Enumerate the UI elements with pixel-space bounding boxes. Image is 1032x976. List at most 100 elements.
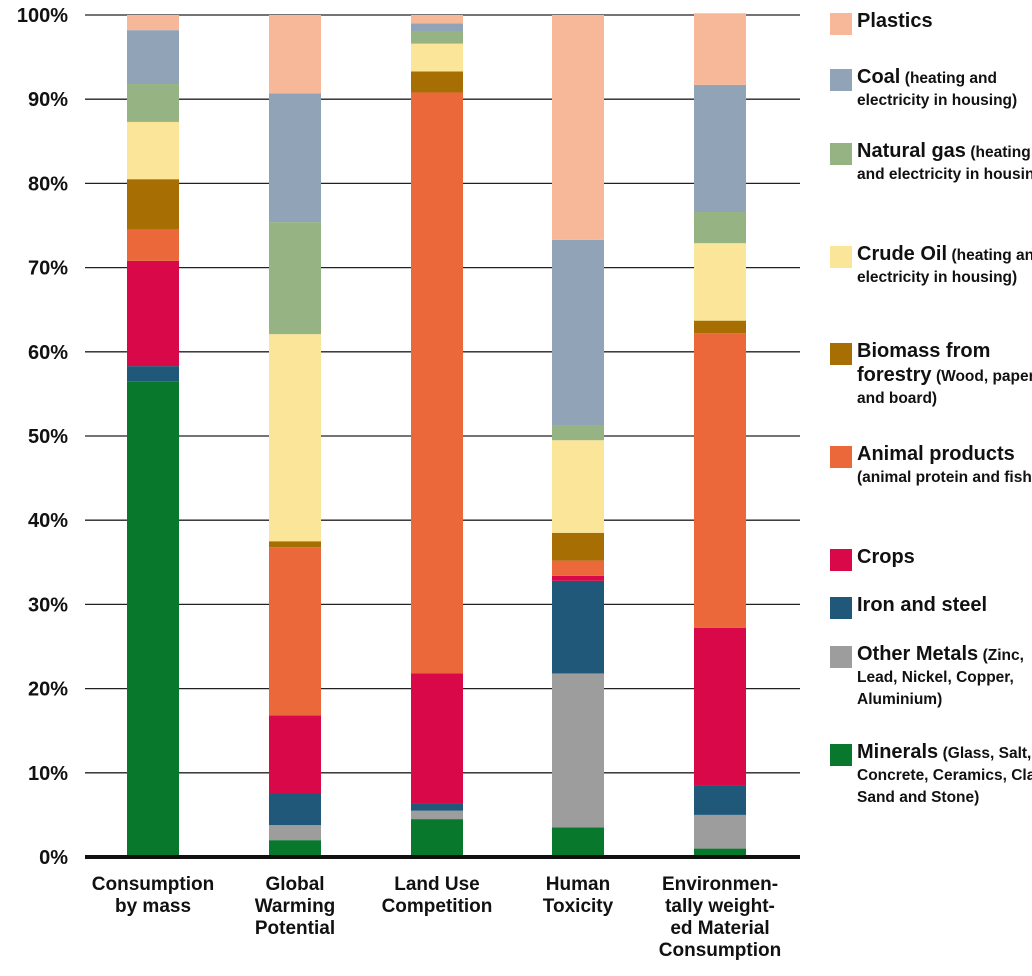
- bar-segment: [411, 23, 463, 31]
- bar-segment: [269, 840, 321, 857]
- bar-segment: [269, 222, 321, 335]
- legend-name: Animal products: [857, 443, 1015, 465]
- bar-segment: [552, 575, 604, 581]
- legend-item: Iron and steel: [830, 594, 1032, 619]
- legend-name: Other Metals: [857, 643, 979, 665]
- x-category-label-line: Land Use: [394, 874, 480, 895]
- x-category-label-line: Consumption: [659, 940, 781, 961]
- legend-description: (Zinc, Lead, Nickel, Copper, Aluminium): [857, 647, 1024, 708]
- legend-name: Crops: [857, 546, 915, 568]
- bar-stack: [552, 15, 604, 857]
- bar-segment: [127, 229, 179, 261]
- bar-segment: [552, 15, 604, 240]
- legend-swatch: [830, 597, 852, 619]
- legend-text: Natural gas (heating and electricity in …: [857, 140, 1032, 186]
- legend-name: Crude Oil: [857, 243, 948, 265]
- bar-segment: [127, 84, 179, 122]
- bar-segment: [411, 71, 463, 93]
- legend-description: (heating and electricity in housing): [857, 70, 1018, 109]
- legend-description: (Glass, Salt, Concrete, Ceramics, Clay, …: [857, 745, 1032, 806]
- legend-swatch: [830, 343, 852, 365]
- legend-name: Natural gas: [857, 140, 966, 162]
- bar-segment: [694, 13, 746, 85]
- legend-item: Other Metals (Zinc, Lead, Nickel, Copper…: [830, 643, 1032, 711]
- bar-segment: [127, 179, 179, 230]
- x-category-label: Consumption by mass: [92, 874, 214, 917]
- x-category-label-line: by mass: [115, 896, 191, 917]
- legend-swatch: [830, 13, 852, 35]
- stacked-bar-chart: 0% 10% 20% 30% 40% 50% 60% 70% 80% 90% 100% Consum…: [17, 5, 800, 961]
- bar-segment: [552, 532, 604, 561]
- bar-segment: [411, 673, 463, 804]
- legend-text: Other Metals (Zinc, Lead, Nickel, Copper…: [857, 643, 1032, 711]
- legend-swatch: [830, 246, 852, 268]
- y-tick-label: 40%: [28, 510, 68, 532]
- y-tick-label: 60%: [28, 342, 68, 364]
- bar-segment: [411, 803, 463, 811]
- x-category-label-line: Competition: [382, 896, 493, 917]
- bar-segment: [127, 30, 179, 85]
- y-tick-label: 100%: [17, 5, 68, 27]
- legend-swatch: [830, 744, 852, 766]
- bar-stack: [269, 15, 321, 857]
- legend-text: Coal (heating and electricity in housing…: [857, 66, 1032, 112]
- x-category-label: Human Toxicity: [543, 874, 614, 917]
- bar-segment: [127, 15, 179, 31]
- bar-segment: [552, 425, 604, 441]
- bar-segment: [269, 541, 321, 548]
- x-category-label: Environmen-tally weight-ed Material Consu…: [659, 874, 781, 961]
- y-tick-label: 90%: [28, 89, 68, 111]
- bar-segment: [127, 260, 179, 367]
- bars: [127, 13, 746, 857]
- bar-segment: [694, 627, 746, 786]
- x-category-label-line: Toxicity: [543, 896, 614, 917]
- bar-segment: [269, 825, 321, 841]
- bar-segment: [411, 92, 463, 674]
- bar-segment: [269, 93, 321, 223]
- bar-segment: [694, 848, 746, 857]
- bar-segment: [552, 560, 604, 576]
- bar-segment: [694, 84, 746, 213]
- legend-name: Plastics: [857, 10, 933, 32]
- y-tick-label: 50%: [28, 426, 68, 448]
- x-category-label-line: ed Material: [670, 918, 769, 939]
- bar-segment: [552, 440, 604, 533]
- legend-description: (heating and electricity in housing): [857, 144, 1032, 183]
- legend-text: Plastics: [857, 10, 1032, 34]
- y-tick-label: 80%: [28, 173, 68, 195]
- x-category-label-line: Human: [546, 874, 610, 895]
- bar-segment: [127, 366, 179, 382]
- legend-item: Crude Oil (heating and electricity in ho…: [830, 243, 1032, 289]
- y-axis-ticks: 0% 10% 20% 30% 40% 50% 60% 70% 80% 90% 100%: [17, 5, 68, 869]
- bar-segment: [269, 334, 321, 542]
- legend-name: Minerals: [857, 741, 939, 763]
- bar-segment: [411, 810, 463, 820]
- legend-name: Iron and steel: [857, 594, 988, 616]
- bar-segment: [411, 15, 463, 24]
- legend-text: Iron and steel: [857, 594, 1032, 618]
- legend-item: Biomass from forestry (Wood, paper and b…: [830, 340, 1032, 410]
- y-tick-label: 30%: [28, 594, 68, 616]
- bar-segment: [694, 333, 746, 628]
- bar-segment: [552, 239, 604, 426]
- bar-segment: [694, 243, 746, 321]
- bar-stack: [127, 15, 179, 857]
- x-category-label-line: Warming: [255, 896, 336, 917]
- legend-name: Coal: [857, 66, 901, 88]
- bar-segment: [269, 715, 321, 794]
- bar-segment: [552, 673, 604, 828]
- bar-segment: [127, 121, 179, 180]
- legend-item: Plastics: [830, 10, 1032, 35]
- bar-segment: [552, 827, 604, 857]
- legend-swatch: [830, 143, 852, 165]
- legend-description: (heating and electricity in housing): [857, 247, 1032, 286]
- legend-item: Natural gas (heating and electricity in …: [830, 140, 1032, 186]
- bar-segment: [411, 30, 463, 44]
- x-category-label-line: tally weight-: [665, 896, 775, 917]
- legend-description: (Wood, paper and board): [857, 368, 1032, 407]
- legend-description: (animal protein and fish): [857, 469, 1032, 486]
- legend-text: Crude Oil (heating and electricity in ho…: [857, 243, 1032, 289]
- legend-item: Crops: [830, 546, 1032, 571]
- bar-stack: [411, 15, 463, 857]
